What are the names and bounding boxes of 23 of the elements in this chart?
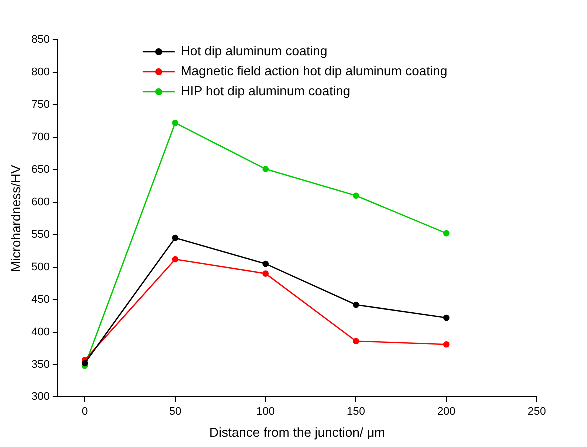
y-tick-label: 500 — [32, 261, 50, 274]
y-tick-label: 450 — [32, 294, 50, 306]
legend-label: Magnetic field action hot dip aluminum coating — [180, 64, 448, 79]
x-tick-label: 50 — [169, 406, 182, 418]
legend-label: HIP hot dip aluminum coating — [180, 84, 351, 99]
x-axis-title: Distance from the junction/ μm — [210, 424, 386, 440]
x-tick-label: 100 — [256, 406, 276, 418]
x-tick-label: 0 — [82, 406, 88, 418]
y-tick-label: 650 — [32, 164, 50, 176]
x-tick-label: 200 — [437, 406, 456, 418]
y-tick-label: 300 — [32, 391, 50, 404]
y-tick-label: 850 — [32, 34, 50, 46]
x-tick-label: 150 — [347, 406, 366, 418]
y-tick-label: 750 — [32, 98, 50, 111]
y-tick-label: 400 — [32, 326, 50, 338]
y-tick-label: 550 — [32, 228, 50, 241]
y-tick-label: 700 — [32, 131, 50, 144]
y-tick-label: 600 — [32, 196, 50, 208]
y-axis-title: Microhardness/HV — [8, 164, 24, 272]
y-tick-label: 350 — [32, 358, 50, 371]
y-tick-label: 800 — [32, 66, 50, 79]
x-tick-label: 250 — [528, 406, 546, 418]
legend-label: Hot dip aluminum coating — [180, 44, 328, 59]
